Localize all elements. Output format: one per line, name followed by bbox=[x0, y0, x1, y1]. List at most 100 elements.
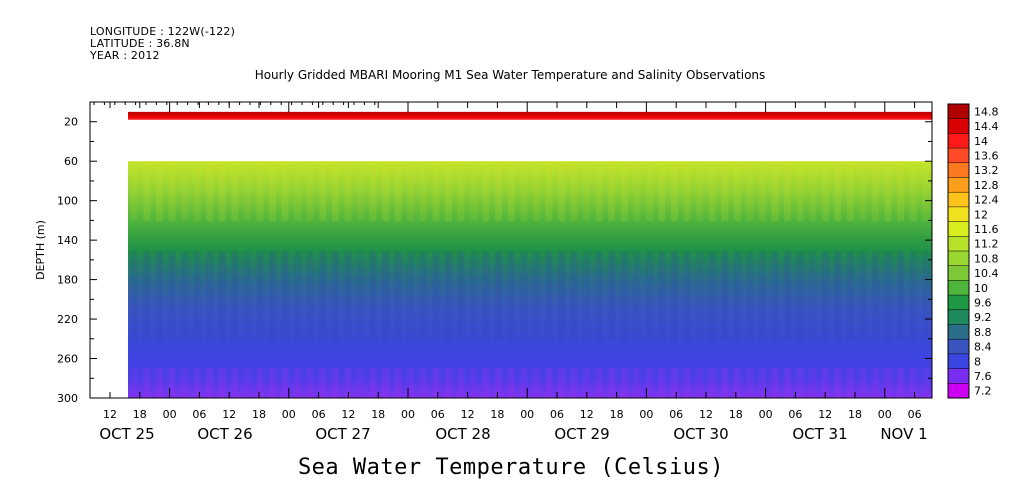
temperature-streak bbox=[557, 161, 565, 222]
temperature-streak bbox=[821, 161, 829, 222]
temperature-streak bbox=[545, 161, 553, 222]
x-tick-label: 12 bbox=[699, 408, 713, 421]
x-tick-label: 00 bbox=[163, 408, 177, 421]
temperature-streak bbox=[796, 251, 804, 342]
temperature-streak bbox=[671, 368, 678, 398]
temperature-streak bbox=[708, 161, 716, 222]
temperature-streak bbox=[344, 368, 352, 398]
temperature-streak bbox=[633, 251, 641, 342]
x-tick-label: 18 bbox=[133, 408, 147, 421]
temperature-streak bbox=[809, 368, 817, 398]
temperature-streak bbox=[884, 368, 892, 398]
temperature-streak bbox=[206, 368, 214, 398]
temperature-streak bbox=[872, 161, 879, 222]
temperature-streak bbox=[444, 368, 452, 398]
temperature-streak bbox=[758, 161, 766, 222]
colorbar-swatch bbox=[948, 206, 969, 223]
colorbar-label: 10 bbox=[974, 282, 988, 295]
temperature-streak bbox=[394, 368, 402, 398]
temperature-streak bbox=[872, 368, 879, 398]
colorbar-swatch bbox=[948, 295, 969, 311]
temperature-streak bbox=[495, 161, 503, 222]
temperature-streak bbox=[545, 368, 553, 398]
temperature-streak bbox=[658, 161, 666, 222]
y-tick-label: 180 bbox=[57, 274, 78, 287]
colorbar-swatch bbox=[948, 339, 969, 355]
temperature-streak bbox=[570, 368, 578, 398]
temperature-streak bbox=[583, 368, 590, 398]
temperature-streak bbox=[143, 251, 151, 342]
temperature-streak bbox=[218, 161, 226, 222]
x-tick-label: 12 bbox=[461, 408, 475, 421]
x-day-label: OCT 26 bbox=[197, 425, 252, 443]
temperature-streak bbox=[771, 368, 779, 398]
temperature-streak bbox=[683, 251, 691, 342]
temperature-streak bbox=[356, 161, 364, 222]
temperature-streak bbox=[733, 368, 741, 398]
temperature-streak bbox=[457, 251, 465, 342]
temperature-streak bbox=[419, 251, 427, 342]
longitude-label: LONGITUDE : 122W(-122) bbox=[90, 25, 236, 38]
y-tick-label: 100 bbox=[57, 195, 78, 208]
temperature-streak bbox=[859, 251, 867, 342]
temperature-streak bbox=[758, 251, 766, 342]
y-tick-label: 260 bbox=[57, 353, 78, 366]
temperature-streak bbox=[784, 161, 791, 222]
temperature-streak bbox=[746, 161, 754, 222]
temperature-streak bbox=[809, 161, 817, 222]
temperature-streak bbox=[859, 161, 867, 222]
colorbar-swatch bbox=[948, 309, 969, 325]
y-tick-label: 300 bbox=[57, 392, 78, 405]
temperature-streak bbox=[859, 368, 867, 398]
temperature-streak bbox=[181, 251, 188, 342]
temperature-streak bbox=[218, 368, 226, 398]
temperature-streak bbox=[608, 161, 616, 222]
colorbar-swatch bbox=[948, 221, 969, 237]
temperature-streak bbox=[834, 251, 842, 342]
temperature-streak bbox=[281, 368, 289, 398]
temperature-streak bbox=[193, 161, 201, 222]
temperature-streak bbox=[206, 251, 214, 342]
temperature-streak bbox=[457, 161, 465, 222]
temperature-streak bbox=[595, 161, 603, 222]
temperature-streak bbox=[796, 161, 804, 222]
temperature-streak bbox=[595, 368, 603, 398]
colorbar-swatch bbox=[948, 251, 969, 267]
colorbar-label: 11.6 bbox=[974, 223, 999, 236]
colorbar-swatch bbox=[948, 324, 969, 340]
temperature-streak bbox=[645, 368, 653, 398]
latitude-label: LATITUDE : 36.8N bbox=[90, 37, 190, 50]
x-tick-label: 18 bbox=[729, 408, 743, 421]
temperature-streak bbox=[319, 251, 327, 342]
temperature-streak bbox=[620, 368, 628, 398]
temperature-streak bbox=[784, 368, 791, 398]
temperature-streak bbox=[319, 161, 327, 222]
temperature-streak bbox=[645, 251, 653, 342]
temperature-streak bbox=[645, 161, 653, 222]
temperature-streak bbox=[532, 161, 540, 222]
temperature-streak bbox=[331, 161, 339, 222]
temperature-streak bbox=[482, 368, 490, 398]
temperature-streak bbox=[243, 368, 251, 398]
temperature-streak bbox=[821, 368, 829, 398]
temperature-streak bbox=[294, 368, 302, 398]
temperature-streak bbox=[306, 368, 314, 398]
temperature-streak bbox=[633, 368, 641, 398]
x-tick-label: 12 bbox=[580, 408, 594, 421]
temperature-streak bbox=[432, 161, 440, 222]
temperature-streak bbox=[243, 251, 251, 342]
y-tick-label: 140 bbox=[57, 234, 78, 247]
temperature-streak bbox=[470, 161, 477, 222]
temperature-streak bbox=[683, 161, 691, 222]
colorbar-label: 7.2 bbox=[974, 385, 992, 398]
temperature-streak bbox=[557, 368, 565, 398]
temperature-streak bbox=[846, 368, 854, 398]
colorbar-swatch bbox=[948, 104, 969, 120]
temperature-streak bbox=[482, 251, 490, 342]
temperature-streak bbox=[407, 161, 415, 222]
temperature-streak bbox=[595, 251, 603, 342]
temperature-streak bbox=[922, 161, 930, 222]
x-tick-label: 18 bbox=[252, 408, 266, 421]
temperature-streak bbox=[708, 251, 716, 342]
temperature-streak bbox=[897, 161, 905, 222]
